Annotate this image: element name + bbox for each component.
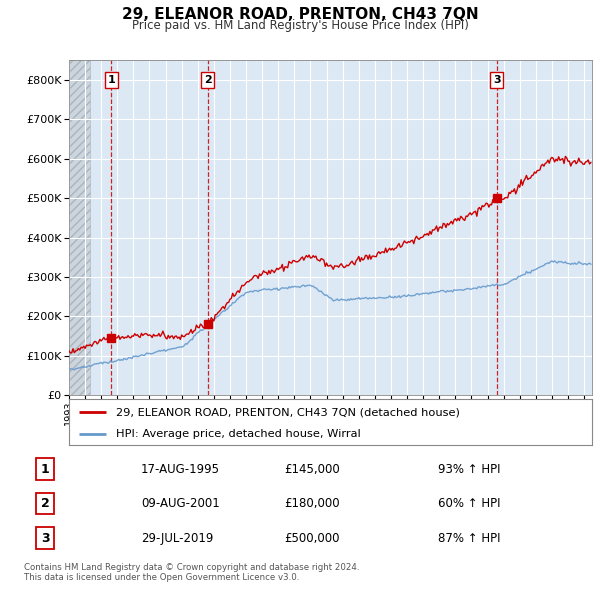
Text: 29, ELEANOR ROAD, PRENTON, CH43 7QN: 29, ELEANOR ROAD, PRENTON, CH43 7QN <box>122 7 478 22</box>
Text: £145,000: £145,000 <box>284 463 340 476</box>
Text: 1: 1 <box>107 76 115 86</box>
Text: HPI: Average price, detached house, Wirral: HPI: Average price, detached house, Wirr… <box>116 429 361 439</box>
Text: 87% ↑ HPI: 87% ↑ HPI <box>438 532 500 545</box>
Text: 3: 3 <box>493 76 501 86</box>
Text: 2: 2 <box>204 76 211 86</box>
Text: 60% ↑ HPI: 60% ↑ HPI <box>438 497 500 510</box>
Bar <box>69 60 90 395</box>
Text: 1: 1 <box>41 463 49 476</box>
Text: £500,000: £500,000 <box>284 532 340 545</box>
Text: 3: 3 <box>41 532 49 545</box>
Text: 29, ELEANOR ROAD, PRENTON, CH43 7QN (detached house): 29, ELEANOR ROAD, PRENTON, CH43 7QN (det… <box>116 407 460 417</box>
Text: 29-JUL-2019: 29-JUL-2019 <box>141 532 214 545</box>
Text: Price paid vs. HM Land Registry's House Price Index (HPI): Price paid vs. HM Land Registry's House … <box>131 19 469 32</box>
Text: Contains HM Land Registry data © Crown copyright and database right 2024.: Contains HM Land Registry data © Crown c… <box>24 563 359 572</box>
Text: 17-AUG-1995: 17-AUG-1995 <box>141 463 220 476</box>
Text: 93% ↑ HPI: 93% ↑ HPI <box>438 463 500 476</box>
Text: This data is licensed under the Open Government Licence v3.0.: This data is licensed under the Open Gov… <box>24 572 299 582</box>
Text: 09-AUG-2001: 09-AUG-2001 <box>141 497 220 510</box>
Text: £180,000: £180,000 <box>284 497 340 510</box>
Text: 2: 2 <box>41 497 49 510</box>
